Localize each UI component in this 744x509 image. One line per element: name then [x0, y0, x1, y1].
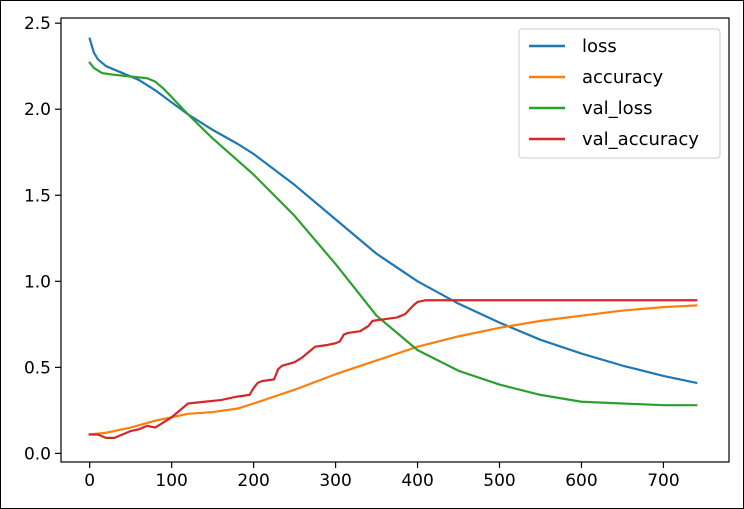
y-tick-label: 0.5 [24, 358, 51, 378]
plot-frame [60, 17, 730, 463]
y-tick-label: 0.0 [24, 444, 51, 464]
legend-label-accuracy: accuracy [582, 67, 664, 88]
series-line-val-loss [88, 61, 698, 407]
x-tick-label: 0 [84, 471, 95, 491]
x-tick-label: 500 [483, 471, 515, 491]
y-tick-label: 1.0 [24, 272, 51, 292]
legend-label-val-accuracy: val_accuracy [582, 129, 699, 150]
x-tick-label: 700 [647, 471, 679, 491]
series-line-accuracy [88, 304, 698, 436]
x-tick-label: 100 [155, 471, 187, 491]
y-tick-label: 1.5 [24, 186, 51, 206]
y-tick-label: 2.5 [24, 14, 51, 34]
legend-label-loss: loss [582, 36, 617, 57]
legend: loss accuracy val_loss val_accuracy [518, 28, 721, 159]
axes: 0 100 200 300 400 500 600 700 0.0 0.5 1.0 1.5 2.0 2.5 [24, 14, 730, 491]
legend-box [518, 28, 721, 159]
series-lines [88, 37, 698, 440]
legend-label-val-loss: val_loss [582, 98, 652, 119]
series-line-val-accuracy [88, 299, 698, 440]
series-line-loss [88, 37, 698, 385]
x-tick-label: 400 [401, 471, 433, 491]
x-tick-label: 600 [565, 471, 597, 491]
x-tick-label: 300 [319, 471, 351, 491]
x-tick-label: 200 [237, 471, 269, 491]
y-tick-label: 2.0 [24, 100, 51, 120]
